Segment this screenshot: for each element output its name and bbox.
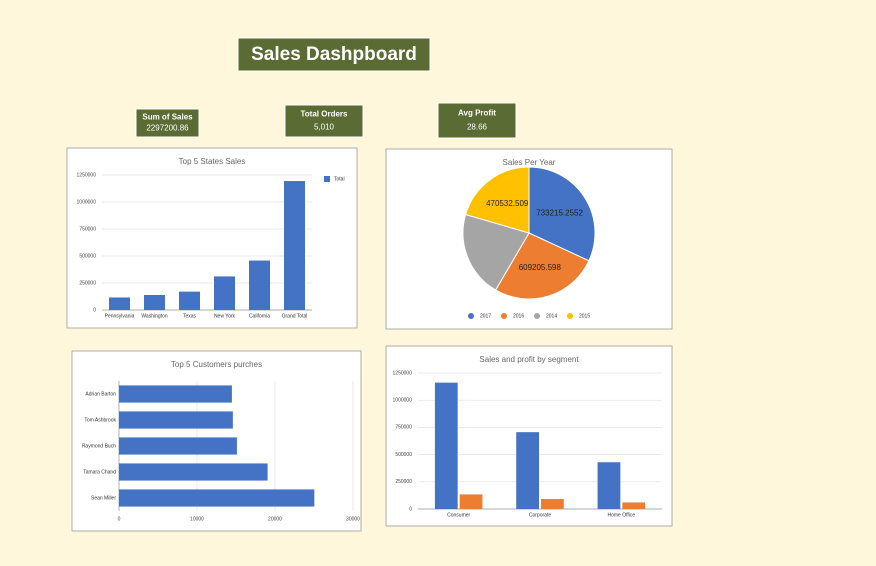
legend-swatch xyxy=(324,176,330,182)
bar xyxy=(119,437,237,455)
x-tick-label: Home Office xyxy=(607,512,635,518)
legend-swatch xyxy=(501,313,507,319)
x-tick-label: Washington xyxy=(141,313,167,319)
x-tick-label: Pennsylvania xyxy=(105,313,135,319)
chart-title: Top 5 States Sales xyxy=(179,157,246,166)
y-tick-label: 1250000 xyxy=(393,370,413,376)
legend-label: 2016 xyxy=(513,313,524,319)
y-tick-label: 500000 xyxy=(395,452,412,458)
y-tick-label: 250000 xyxy=(395,479,412,485)
y-tick-label: Tom Ashbrook xyxy=(84,417,116,423)
pie-slice xyxy=(528,166,596,262)
kpi-label: Sum of Sales xyxy=(142,113,193,122)
y-tick-label: 0 xyxy=(409,506,412,512)
x-tick-label: Texas xyxy=(183,313,197,319)
bar xyxy=(284,181,305,310)
kpi-value: 2297200.86 xyxy=(146,124,189,133)
y-tick-label: 750000 xyxy=(79,226,96,232)
y-tick-label: 500000 xyxy=(79,253,96,259)
legend-swatch xyxy=(468,313,474,319)
y-tick-label: 0 xyxy=(93,307,96,313)
bar xyxy=(597,462,621,509)
bar xyxy=(119,411,233,429)
bar xyxy=(516,432,539,509)
x-tick-label: 0 xyxy=(118,516,121,522)
data-label: 733215.2552 xyxy=(536,209,583,218)
x-tick-label: New York xyxy=(214,313,236,319)
kpi-label: Total Orders xyxy=(301,110,349,119)
bar xyxy=(119,463,268,481)
x-tick-label: 20000 xyxy=(268,516,282,522)
x-tick-label: 10000 xyxy=(190,516,204,522)
y-tick-label: Adrian Barton xyxy=(85,391,116,397)
bar xyxy=(434,382,458,509)
legend-swatch xyxy=(534,313,540,319)
bar xyxy=(144,294,165,310)
bar xyxy=(249,260,270,310)
y-tick-label: Sean Miller xyxy=(91,495,116,501)
x-tick-label: Grand Total xyxy=(282,313,308,319)
bar xyxy=(622,502,646,509)
bar xyxy=(179,291,200,310)
kpi-card xyxy=(135,108,200,138)
legend-label: 2015 xyxy=(579,313,590,319)
kpi-value: 5,010 xyxy=(314,123,335,132)
y-tick-label: Tamara Chand xyxy=(83,469,116,475)
bar xyxy=(214,276,235,310)
legend-label: 2014 xyxy=(546,313,557,319)
pie-slice xyxy=(494,232,590,300)
pie-slice xyxy=(462,213,530,291)
data-label: 470532.509 xyxy=(486,199,529,208)
title-box xyxy=(237,37,431,72)
y-tick-label: 1000000 xyxy=(393,398,413,404)
x-tick-label: Corporate xyxy=(529,512,551,518)
kpi-value: 28.66 xyxy=(467,123,488,132)
y-tick-label: 1000000 xyxy=(77,199,97,205)
chart-title: Sales and profit by segment xyxy=(479,355,579,364)
x-tick-label: Consumer xyxy=(447,512,470,518)
bar xyxy=(541,498,564,509)
legend-swatch xyxy=(567,313,573,319)
bar xyxy=(119,385,232,403)
bar xyxy=(119,489,315,507)
y-tick-label: 250000 xyxy=(79,280,96,286)
y-tick-label: 1250000 xyxy=(77,172,97,178)
kpi-label: Avg Profit xyxy=(458,109,496,118)
chart-title: Top 5 Customers purches xyxy=(171,360,262,369)
bar xyxy=(459,494,483,509)
pie-slice xyxy=(465,166,530,234)
x-tick-label: 30000 xyxy=(346,516,360,522)
y-tick-label: Raymond Buch xyxy=(82,443,116,449)
legend-label: Total xyxy=(334,176,345,182)
bar xyxy=(109,297,130,310)
data-label: 609205.598 xyxy=(519,263,562,272)
y-tick-label: 750000 xyxy=(395,425,412,431)
legend-label: 2017 xyxy=(480,313,491,319)
x-tick-label: California xyxy=(249,313,270,319)
kpi-card xyxy=(284,104,364,138)
dashboard-title: Sales Dashpboard xyxy=(251,44,417,65)
chart-title: Sales Per Year xyxy=(503,158,556,167)
kpi-card xyxy=(437,102,517,139)
